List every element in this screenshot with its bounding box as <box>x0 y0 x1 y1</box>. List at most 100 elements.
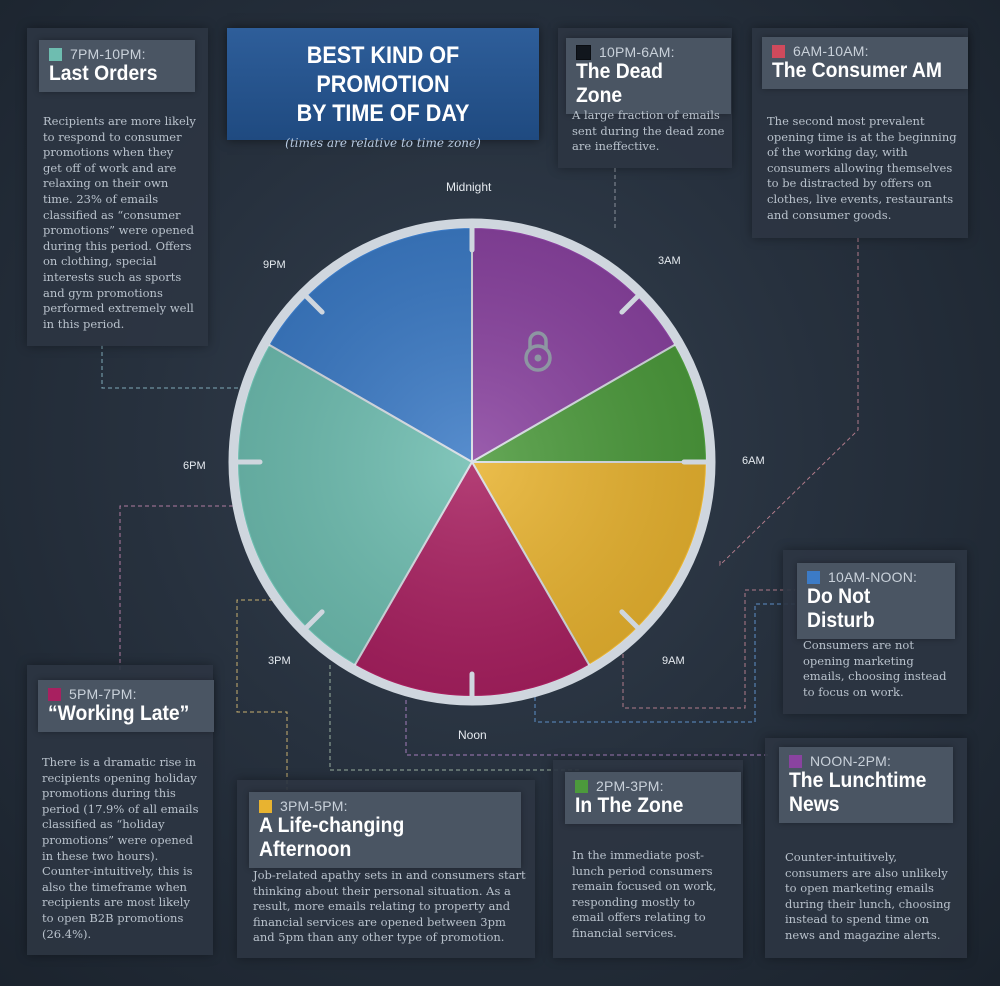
body-line: consumers are also unlikely <box>785 865 948 880</box>
color-swatch <box>789 754 802 768</box>
body-line: opening time is at the beginning <box>767 129 957 144</box>
body-line: and gym promotions <box>43 285 163 300</box>
color-swatch <box>49 47 62 61</box>
page-title: BEST KIND OF PROMOTION BY TIME OF DAY <box>243 41 524 128</box>
panel-working-late-header: 5PM-7PM: “Working Late” <box>38 680 214 732</box>
body-line: In the immediate post- <box>572 848 705 862</box>
body-line: news and magazine alerts. <box>785 927 941 942</box>
panel-title: Do Not Disturb <box>807 585 875 632</box>
body-line: period (17.9% of all emails <box>42 801 199 816</box>
panel-do-not-disturb: 10AM-NOON: Do Not Disturb Consumers are … <box>783 550 967 714</box>
body-line: of the working day, with <box>767 145 908 160</box>
clock-pie-chart <box>228 218 716 706</box>
label-6pm: 6PM <box>183 460 206 472</box>
panel-title-line-2: News <box>789 793 840 816</box>
clock-tick <box>619 292 642 315</box>
body-line: Job-related apathy sets in and consumers… <box>253 868 526 882</box>
body-line: promotions during this <box>42 786 176 801</box>
main-title-block: BEST KIND OF PROMOTION BY TIME OF DAY (t… <box>227 28 539 150</box>
body-line: lunch period consumers <box>572 863 713 878</box>
panel-body: Recipients are more likely to respond to … <box>43 114 208 332</box>
body-line: to open marketing emails <box>785 881 934 896</box>
panel-body: Consumers are not opening marketing emails… <box>803 638 963 700</box>
panel-title-line-1: The Lunchtime <box>789 769 927 792</box>
body-line: to be distracted by offers on <box>767 176 932 191</box>
panel-working-late: 5PM-7PM: “Working Late” There is a drama… <box>27 665 214 955</box>
body-line: interests such as sports <box>43 269 182 284</box>
page-subtitle: (times are relative to time zone) <box>285 136 481 150</box>
body-line: recipients opening holiday <box>42 770 197 785</box>
body-line: promotions” were opened <box>42 832 193 847</box>
panel-body: Counter-intuitively, consumers are also u… <box>785 850 965 944</box>
clock-ticks <box>233 223 711 701</box>
label-noon: Noon <box>458 728 487 742</box>
body-line: get off of work and are <box>43 160 177 175</box>
body-line: email offers relating to <box>572 910 706 925</box>
body-line: (26.4%). <box>42 926 92 941</box>
panel-body: Job-related apathy sets in and consumers… <box>253 868 533 946</box>
body-line: and 5pm than any other type of promotion… <box>253 930 505 945</box>
time-range: 2PM-3PM: <box>596 778 664 794</box>
time-range: 6AM-10AM: <box>793 43 869 59</box>
panel-body: The second most prevalent opening time is… <box>767 114 967 223</box>
time-range: 3PM-5PM: <box>280 798 348 814</box>
body-line: Counter-intuitively, <box>785 850 898 864</box>
time-range: 7PM-10PM: <box>70 46 146 62</box>
body-line: A large fraction of emails <box>572 108 720 122</box>
body-line: consumers allowing themselves <box>767 160 953 175</box>
panel-consumer-am: 6AM-10AM: The Consumer AM The second mos… <box>752 28 968 238</box>
body-line: financial services are opened between 3p… <box>253 914 506 929</box>
panel-lunchtime-header: NOON-2PM: The Lunchtime News <box>779 747 953 823</box>
body-line: classified as “consumer <box>43 207 181 222</box>
panel-afternoon: 3PM-5PM: A Life-changing Afternoon Job-r… <box>237 780 535 958</box>
body-line: during this period. Offers <box>43 238 192 253</box>
body-line: in these two hours). <box>42 848 159 863</box>
body-line: to respond to consumer <box>43 129 182 144</box>
body-line: financial services. <box>572 925 677 940</box>
label-6am: 6AM <box>742 455 765 467</box>
color-swatch <box>807 570 820 584</box>
body-line: time. 23% of emails <box>43 191 159 206</box>
clock-rim <box>228 218 716 706</box>
title-line-1: BEST KIND OF PROMOTION <box>306 42 460 98</box>
panel-last-orders-header: 7PM-10PM: Last Orders <box>39 40 195 92</box>
color-swatch <box>48 687 61 701</box>
label-9am: 9AM <box>662 655 685 667</box>
body-line: responding mostly to <box>572 894 696 909</box>
time-range: 10PM-6AM: <box>599 44 675 60</box>
panel-body: In the immediate post-lunch period consu… <box>572 848 740 942</box>
body-line: in this period. <box>43 316 125 331</box>
panel-in-the-zone: 2PM-3PM: In The Zone In the immediate po… <box>553 760 743 958</box>
panel-title: In The Zone <box>575 794 684 817</box>
title-line-2: BY TIME OF DAY <box>296 100 470 127</box>
body-line: relaxing on their own <box>43 176 169 191</box>
clock-tick <box>302 292 325 315</box>
body-line: opening marketing <box>803 653 914 668</box>
body-line: There is a dramatic rise in <box>42 755 197 769</box>
color-swatch <box>576 44 591 60</box>
panel-afternoon-header: 3PM-5PM: A Life-changing Afternoon <box>249 792 521 868</box>
panel-consumer-am-header: 6AM-10AM: The Consumer AM <box>762 37 968 89</box>
lock-icon <box>524 331 552 372</box>
color-swatch <box>575 779 588 793</box>
body-line: recipients are most likely <box>42 895 190 910</box>
body-line: Recipients are more likely <box>43 114 196 128</box>
time-range: NOON-2PM: <box>810 753 892 769</box>
body-line: thinking about their personal situation.… <box>253 883 511 898</box>
panel-body: A large fraction of emails sent during th… <box>572 108 732 155</box>
label-midnight: Midnight <box>446 180 492 194</box>
clock-tick <box>619 609 642 632</box>
body-line: sent during the dead zone <box>572 123 725 138</box>
panel-title: “Working Late” <box>48 702 190 725</box>
color-swatch <box>772 44 785 58</box>
body-line: emails, choosing instead <box>803 669 947 684</box>
body-line: promotions when they <box>43 145 174 160</box>
color-swatch <box>259 799 272 813</box>
label-3am: 3AM <box>658 255 681 267</box>
panel-dead-zone-header: 10PM-6AM: The Dead Zone <box>566 38 731 114</box>
body-line: to focus on work. <box>803 684 904 699</box>
time-range: 5PM-7PM: <box>69 686 137 702</box>
clock-tick <box>302 609 325 632</box>
body-line: Consumers are not <box>803 638 914 652</box>
